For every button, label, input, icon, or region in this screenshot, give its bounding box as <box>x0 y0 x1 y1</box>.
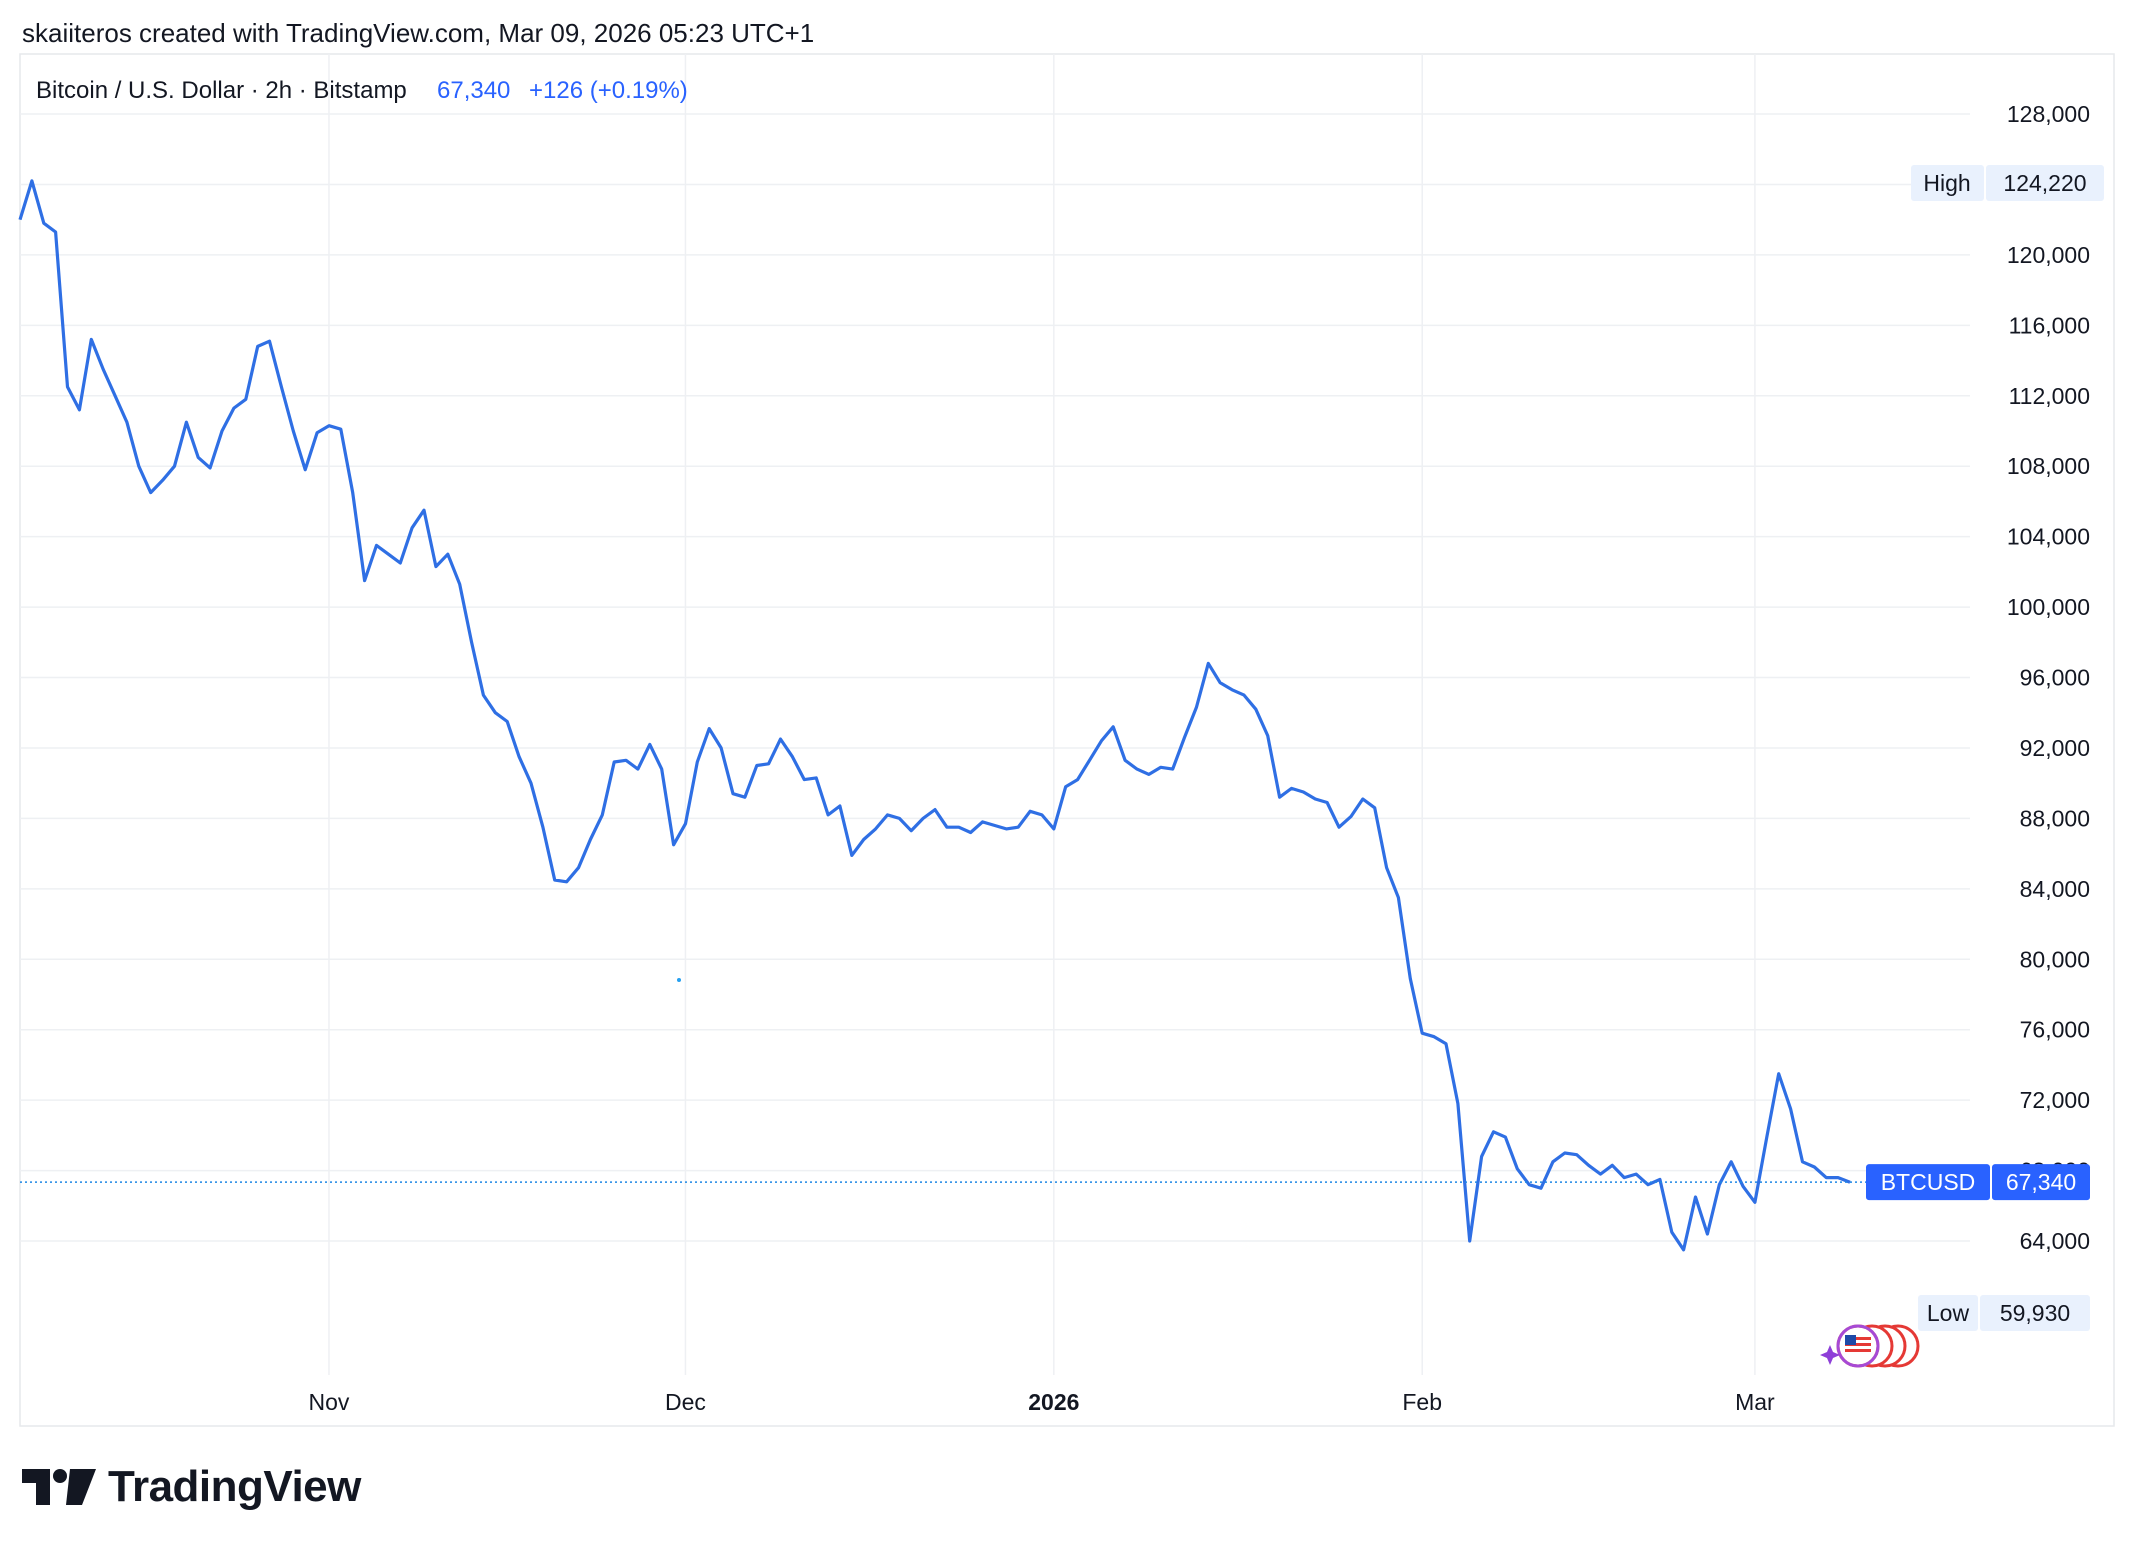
high-value-box <box>1986 165 2104 201</box>
low-value: 59,930 <box>2000 1300 2070 1326</box>
horizontal-gridlines <box>20 113 1970 1242</box>
y-tick-label: 72,000 <box>2020 1087 2090 1113</box>
y-axis: 64,00068,00072,00076,00080,00084,00088,0… <box>2007 101 2090 1254</box>
y-tick-label: 128,000 <box>2007 101 2090 127</box>
x-tick-label: Feb <box>1402 1389 1442 1415</box>
price-series-line <box>18 179 1851 1252</box>
y-tick-label: 96,000 <box>2020 665 2090 691</box>
tradingview-logo-icon <box>22 1469 96 1505</box>
y-tick-label: 104,000 <box>2007 524 2090 550</box>
ticker-label-box <box>1866 1164 1990 1201</box>
legend-change: +126 (+0.19%) <box>529 77 688 104</box>
x-tick-label: Mar <box>1735 1389 1775 1415</box>
legend-symbol: Bitcoin / U.S. Dollar · 2h · Bitstamp <box>36 77 407 104</box>
y-tick-label: 76,000 <box>2020 1017 2090 1043</box>
y-tick-label: 84,000 <box>2020 876 2090 902</box>
high-label: High <box>1923 170 1970 196</box>
y-tick-label: 100,000 <box>2007 594 2090 620</box>
y-tick-label: 64,000 <box>2020 1228 2090 1254</box>
attribution-header: skaiiteros created with TradingView.com,… <box>22 18 815 48</box>
y-tick-label: 116,000 <box>2009 312 2090 338</box>
stray-dot-marker <box>677 978 681 982</box>
current-price-value: 67,340 <box>2006 1169 2076 1195</box>
low-label-box <box>1918 1295 1978 1331</box>
ticker-label: BTCUSD <box>1881 1169 1976 1195</box>
high-value: 124,220 <box>2003 170 2086 196</box>
y-tick-label: 120,000 <box>2007 242 2090 268</box>
y-tick-label: 108,000 <box>2007 453 2090 479</box>
sparkle-icon <box>1820 1345 1840 1365</box>
legend-price: 67,340 <box>437 77 510 104</box>
chart-frame <box>19 53 2115 1427</box>
x-tick-label: 2026 <box>1028 1389 1079 1415</box>
x-tick-label: Dec <box>665 1389 706 1415</box>
y-tick-label: 112,000 <box>2009 383 2090 409</box>
x-tick-label: Nov <box>309 1389 350 1415</box>
x-axis: Nov Dec 2026 Feb Mar <box>309 1389 1776 1415</box>
y-tick-label: 92,000 <box>2020 735 2090 761</box>
low-value-box <box>1980 1295 2090 1331</box>
vertical-gridlines <box>328 54 1756 1375</box>
y-tick-label: 80,000 <box>2020 946 2090 972</box>
tradingview-logo[interactable]: TradingView <box>22 1462 361 1512</box>
current-price-box <box>1992 1164 2090 1201</box>
y-tick-label: 88,000 <box>2020 805 2090 831</box>
us-flag-icon[interactable] <box>1836 1324 1920 1368</box>
tradingview-logo-text: TradingView <box>108 1462 361 1511</box>
high-label-box <box>1911 165 1984 201</box>
low-label: Low <box>1927 1300 1970 1326</box>
